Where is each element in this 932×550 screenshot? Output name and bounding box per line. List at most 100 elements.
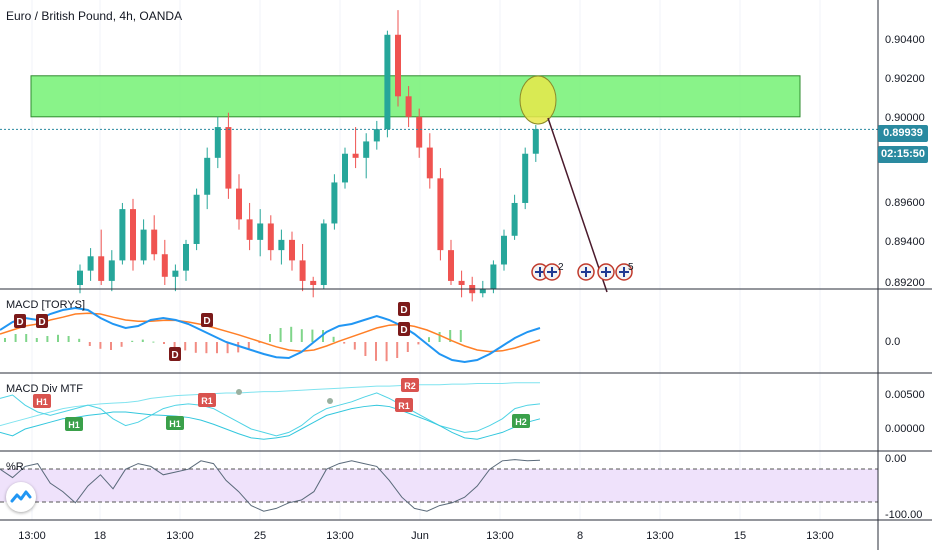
macd-histogram-bar [205,342,208,354]
time-label: 18 [93,530,107,542]
candle-body [490,264,497,290]
macd-histogram-bar [226,342,229,354]
macd-histogram-bar [194,342,197,353]
divergence-marker [169,347,181,361]
candle-body [532,129,539,154]
logo-icon [10,490,32,503]
macd-histogram-bar [57,334,59,342]
macd-histogram-bar [364,342,367,356]
candles [77,10,539,302]
tradingview-logo[interactable] [6,482,36,512]
macd-histogram-bar [78,338,81,342]
wr-band [0,469,878,502]
macd-histogram-bar [343,342,346,344]
bar-countdown: 02:15:50 [878,146,928,163]
price-tick: 0.89400 [885,236,925,248]
macd-histogram-bar [300,329,303,342]
macd-histogram-bar [375,342,377,361]
marker-label: H1 [169,419,181,429]
marker-label: R2 [404,381,416,391]
div-marker [198,393,216,407]
candle-body [151,229,158,255]
div-fast-line [0,392,541,437]
candle-body [225,127,232,189]
macd-tick: 0.0 [885,336,901,348]
marker-label: R1 [201,396,213,406]
macd-histogram-bar [88,342,91,346]
div-marker [401,378,419,392]
candle-body [479,289,486,294]
div-marker [395,398,413,412]
macd-histogram-bar [120,342,123,347]
time-label: 25 [253,530,267,542]
macd-histogram-bar [216,342,218,354]
candle-body [384,34,391,130]
time-label: 13:00 [486,530,514,542]
macd-histogram-bar [332,336,335,342]
marker-label: D [400,325,407,336]
macd-histogram-bar [311,329,314,342]
candle-body [214,127,221,158]
macd-histogram-bar [14,334,17,342]
williams-r-title[interactable]: %R [6,461,24,473]
macd-histogram-bar [141,339,144,342]
price-tick: 0.90000 [885,112,925,124]
candle-body [77,270,83,285]
candle-body [299,260,306,281]
candle-body [395,34,401,97]
candle-body [278,239,285,251]
macd-histogram-bar [46,336,49,342]
div-marker [33,394,51,408]
macd-histogram-bar [406,342,409,352]
candle-body [522,153,529,203]
resistance-zone[interactable] [30,75,801,118]
candle-body [342,153,348,183]
price-tick: 0.89200 [885,277,925,289]
divergence-marker [201,313,213,327]
macd-histogram-bar [417,342,420,345]
time-label: 13:00 [18,530,46,542]
time-label: Jun [411,530,429,542]
macd-histogram-bar [258,342,261,343]
time-label: 13:00 [646,530,674,542]
macd-div-title[interactable]: MACD Div MTF [6,383,83,395]
divergence-marker [398,322,410,336]
price-tick: 0.90400 [885,34,925,46]
price-tick: 0.89600 [885,197,925,209]
wr-tick: 0.00 [885,453,907,465]
macd-div-pane: H1 H1 H1 R1 R2 R1 H2 [0,378,541,440]
macd-histogram-bar [131,340,134,342]
macd-histogram-bar [247,342,250,350]
marker-label: H1 [36,397,48,407]
macd-histogram-bar [184,342,187,351]
div-slow-line [0,382,540,427]
chart-title: Euro / British Pound, 4h, OANDA [6,9,183,23]
macd-histogram-bar [99,342,102,349]
candle-body [416,116,423,148]
divergence-marker [398,302,410,316]
trend-line[interactable] [547,117,608,293]
wr-tick: -100.00 [885,509,923,521]
macd-title[interactable]: MACD [TORYS] [6,299,86,311]
macd-histogram-bar [269,334,271,342]
div-dot [236,389,242,395]
candle-body [511,202,518,236]
marker-label: D [16,317,23,328]
macd-histogram-bar [163,342,165,344]
marker-label: D [38,317,45,328]
marker-label: H1 [68,420,80,430]
div-marker [65,417,83,431]
ellipse-annotation[interactable] [519,75,557,125]
candle-body [426,147,433,179]
macd-histogram-bar [35,338,38,342]
candle-body [193,194,200,244]
candle-body [267,223,274,251]
candle-body [161,254,168,277]
macd-line [0,306,541,364]
candle-body [501,235,507,265]
div-marker [166,416,184,430]
williams-r-pane [0,459,878,512]
candle-body [236,188,242,220]
